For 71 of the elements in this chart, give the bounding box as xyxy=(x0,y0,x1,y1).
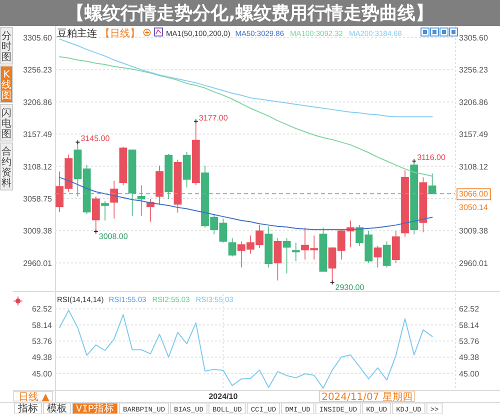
candlestick xyxy=(101,200,109,221)
candlestick xyxy=(119,146,128,186)
y2-tick-label: 45.00 xyxy=(459,369,480,378)
candlestick xyxy=(110,180,118,219)
candlestick xyxy=(164,154,173,200)
text: 模板 xyxy=(47,402,67,414)
candlestick xyxy=(174,159,182,214)
candlestick xyxy=(392,230,400,264)
text: 2024/11/07 星期四 xyxy=(322,391,412,403)
y2-tick-label: 3305.60 xyxy=(459,33,488,42)
y2-tick-label: 3206.86 xyxy=(459,98,488,107)
y2-tick-label: 62.52 xyxy=(459,304,480,314)
text: 指标 xyxy=(17,402,38,414)
y2-tick-label: 2960.01 xyxy=(459,258,488,268)
annotation: 3116.00 xyxy=(417,153,446,162)
candlestick xyxy=(374,246,382,268)
line-series xyxy=(59,176,433,230)
y-tick-label: 3108.12 xyxy=(23,162,53,172)
y-tick-label: 45.00 xyxy=(32,369,53,378)
candlestick xyxy=(137,184,146,216)
candlestick xyxy=(319,227,328,272)
candlestick xyxy=(410,160,418,235)
text: 日线 ▲ xyxy=(18,391,50,403)
y2-tick-label: 53.76 xyxy=(459,337,480,346)
candlestick xyxy=(128,148,136,216)
annotation: 3145.00 xyxy=(80,134,110,144)
candlestick xyxy=(382,240,391,268)
text: K线图 xyxy=(2,70,12,102)
candlestick xyxy=(192,120,200,186)
text: 分时图 xyxy=(2,30,12,63)
candlestick xyxy=(156,165,164,206)
candlestick xyxy=(292,242,300,262)
y2-tick-label: 3009.38 xyxy=(459,226,488,236)
candlestick xyxy=(428,173,436,194)
annotation: 3177.00 xyxy=(198,113,228,122)
x-tick-label: 2024/10 xyxy=(208,392,238,401)
y2-tick-label: 3256.23 xyxy=(459,66,488,75)
y-tick-label: 53.76 xyxy=(32,337,53,346)
y-tick-label: 3157.49 xyxy=(23,130,53,140)
annotation: 2930.00 xyxy=(335,282,365,292)
y2-tick-label: 3108.12 xyxy=(459,162,488,172)
candlestick xyxy=(228,238,236,257)
y-tick-label: 2960.01 xyxy=(23,258,53,268)
y-tick-label: 3256.23 xyxy=(23,66,53,75)
y-tick-label: 3305.60 xyxy=(23,33,53,42)
y-tick-label: 58.14 xyxy=(32,320,53,330)
y2-tick-label: 49.38 xyxy=(459,353,480,362)
y-tick-label: 3058.75 xyxy=(23,194,53,204)
text: VIP指标 xyxy=(76,402,114,414)
text: 合约资料 xyxy=(2,146,12,189)
line-series xyxy=(59,310,433,389)
y-tick-label: 3206.86 xyxy=(23,98,53,107)
candlestick xyxy=(419,177,428,233)
candlestick xyxy=(92,196,100,232)
y2-tick-label: 3157.49 xyxy=(459,130,488,140)
y-tick-label: 49.38 xyxy=(32,353,53,362)
y-tick-label: 3009.38 xyxy=(23,226,53,236)
annotation: 3008.00 xyxy=(98,232,128,242)
text: 闪电图 xyxy=(2,107,12,140)
ref-line-label: 3066.00 xyxy=(459,190,488,199)
candlestick xyxy=(401,170,409,238)
chart-subtitle: 豆粕主连 xyxy=(57,28,97,40)
candlestick xyxy=(282,238,291,274)
y2-tick-label: 58.14 xyxy=(459,320,480,330)
text: 3050.14 xyxy=(459,203,488,212)
y-tick-label: 62.52 xyxy=(32,304,53,314)
candlestick xyxy=(274,238,282,281)
candlestick xyxy=(182,152,191,188)
annotation: 【日线】 xyxy=(100,28,140,40)
candlestick xyxy=(264,226,273,268)
chart-title: 【螺纹行情走势分化,螺纹费用行情走势曲线】 xyxy=(66,3,434,24)
